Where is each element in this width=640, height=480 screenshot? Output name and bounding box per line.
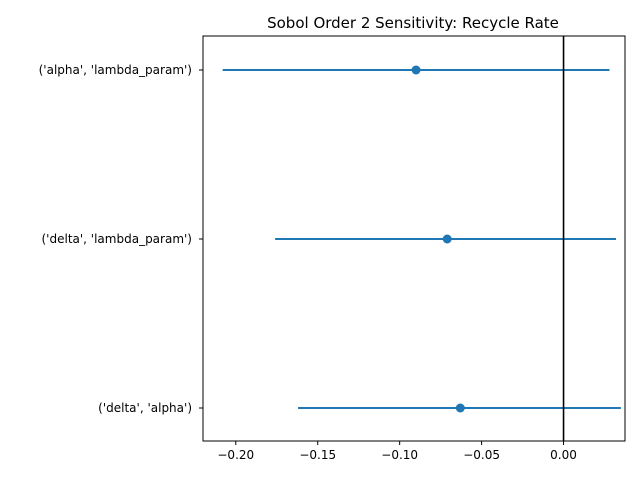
- data-point: [455, 403, 465, 413]
- y-tick-label: ('alpha', 'lambda_param'): [39, 63, 192, 77]
- data-point: [411, 65, 421, 75]
- x-tick-label: 0.00: [550, 448, 577, 462]
- plot-area: −0.20 −0.15 −0.10 −0.05 0.00 ('alpha', 'lambd…: [39, 35, 626, 462]
- x-tick-label: −0.15: [299, 448, 336, 462]
- data-point: [442, 234, 452, 244]
- x-tick-label: −0.10: [381, 448, 418, 462]
- chart-title: Sobol Order 2 Sensitivity: Recycle Rate: [267, 14, 559, 32]
- x-tick-label: −0.05: [463, 448, 500, 462]
- axes-frame: [202, 35, 626, 442]
- x-tick-label: −0.20: [217, 448, 254, 462]
- y-tick-label: ('delta', 'alpha'): [98, 401, 192, 415]
- y-tick-label: ('delta', 'lambda_param'): [42, 232, 193, 246]
